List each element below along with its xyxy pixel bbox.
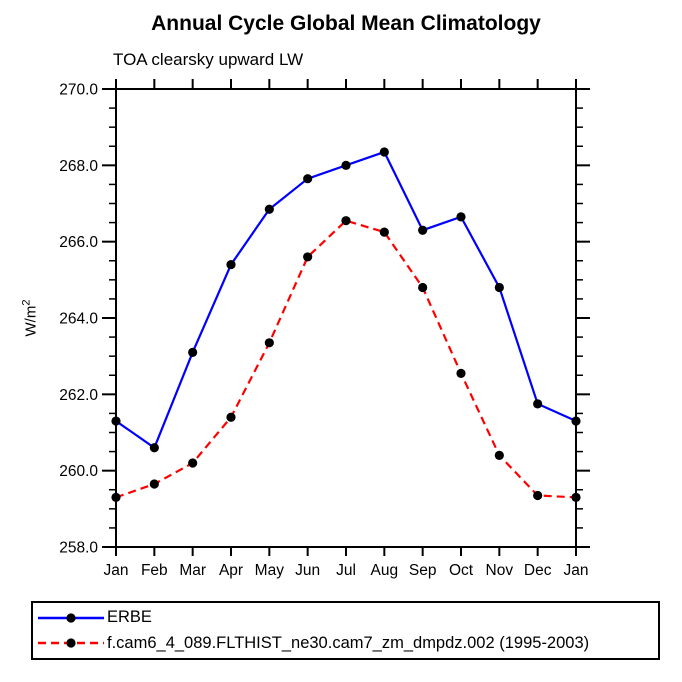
chart-subtitle: TOA clearsky upward LW [113, 50, 304, 69]
svg-text:258.0: 258.0 [59, 540, 98, 557]
svg-text:260.0: 260.0 [59, 463, 98, 480]
series-erbe [111, 147, 581, 453]
model-line-swatch [38, 638, 104, 648]
svg-text:268.0: 268.0 [59, 158, 98, 175]
svg-text:Aug: Aug [371, 562, 399, 579]
svg-text:Apr: Apr [219, 562, 243, 579]
svg-text:270.0: 270.0 [59, 82, 98, 99]
svg-text:Jan: Jan [564, 562, 589, 579]
svg-text:Nov: Nov [486, 562, 514, 579]
axis-frame-and-ticks [102, 79, 590, 556]
svg-text:266.0: 266.0 [59, 234, 98, 251]
legend-item-erbe: ERBE [38, 607, 658, 629]
series-model [111, 216, 581, 502]
svg-text:Mar: Mar [179, 562, 206, 579]
chart-title: Annual Cycle Global Mean Climatology [151, 12, 541, 35]
svg-text:262.0: 262.0 [59, 387, 98, 404]
legend-label-erbe: ERBE [107, 608, 152, 627]
y-tick-labels: 258.0 260.0 262.0 264.0 266.0 268.0 270.0 [59, 82, 98, 557]
legend-item-model: f.cam6_4_089.FLTHIST_ne30.cam7_zm_dmpdz.… [38, 632, 658, 654]
svg-text:Dec: Dec [524, 562, 552, 579]
legend-box: ERBE f.cam6_4_089.FLTHIST_ne30.cam7_zm_d… [31, 601, 660, 660]
legend-label-model: f.cam6_4_089.FLTHIST_ne30.cam7_zm_dmpdz.… [107, 633, 590, 652]
svg-text:264.0: 264.0 [59, 311, 98, 328]
x-tick-labels: Jan Feb Mar Apr May Jun Jul Aug Sep Oct Nov Dec Jan [104, 562, 589, 579]
svg-text:Sep: Sep [409, 562, 437, 579]
erbe-line-swatch [38, 613, 104, 623]
svg-text:Jun: Jun [295, 562, 320, 579]
svg-text:Oct: Oct [449, 562, 474, 579]
svg-text:Jul: Jul [336, 562, 356, 579]
svg-text:Feb: Feb [141, 562, 168, 579]
svg-text:May: May [255, 562, 285, 579]
svg-text:Jan: Jan [104, 562, 129, 579]
